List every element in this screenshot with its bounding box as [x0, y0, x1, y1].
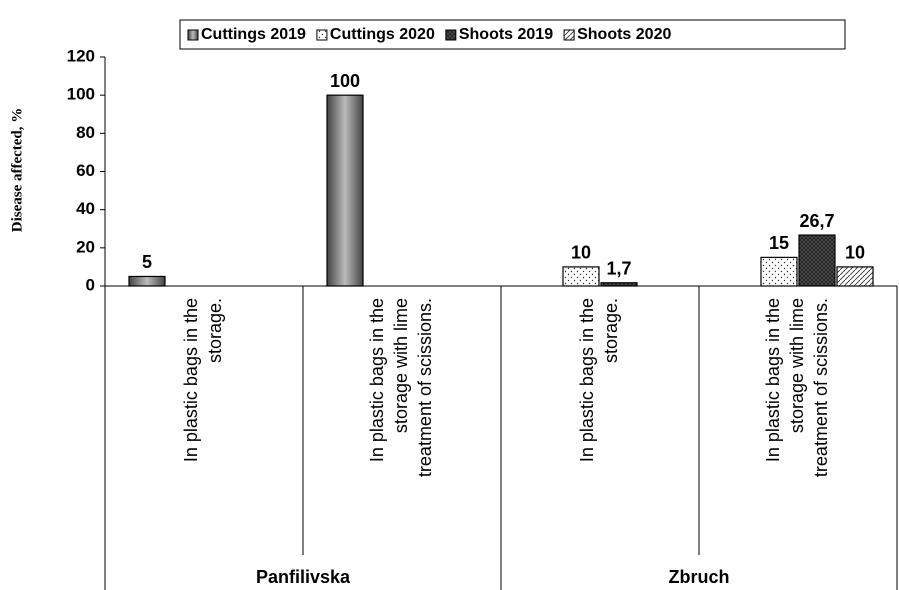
value-label: 1,7 [606, 259, 631, 279]
y-tick-label: 60 [76, 161, 95, 180]
value-label: 26,7 [799, 211, 834, 231]
value-label: 10 [571, 243, 591, 263]
legend-swatch [445, 29, 457, 41]
bar [600, 282, 638, 287]
legend-label: Cuttings 2020 [330, 26, 435, 43]
bar [836, 266, 874, 287]
group-label: Zbruch [669, 567, 730, 587]
legend-box [179, 19, 846, 50]
legend-label: Shoots 2020 [577, 26, 671, 43]
bar [128, 275, 166, 287]
legend-swatch [316, 29, 328, 41]
legend-label: Cuttings 2019 [201, 26, 306, 43]
value-label: 15 [769, 233, 789, 253]
group-label: Panfilivska [256, 567, 351, 587]
legend-swatch [563, 29, 575, 41]
x-tick-label: In plastic bags in the storage. [181, 298, 225, 462]
value-label: 100 [330, 71, 360, 91]
bar [326, 94, 364, 287]
bar [562, 266, 600, 287]
bar [798, 234, 836, 287]
y-tick-label: 120 [67, 46, 95, 65]
y-axis-label: Disease affected, % [9, 108, 25, 233]
bar [760, 256, 798, 287]
y-tick-label: 40 [76, 199, 95, 218]
legend-swatch [187, 29, 199, 41]
legend-label: Shoots 2019 [459, 26, 553, 43]
value-label: 5 [142, 252, 152, 272]
x-tick-label: In plastic bags in the storage with lime t… [367, 298, 435, 477]
y-tick-label: 0 [86, 275, 95, 294]
y-tick-label: 20 [76, 237, 95, 256]
value-label: 10 [845, 243, 865, 263]
x-tick-label: In plastic bags in the storage. [577, 298, 621, 462]
x-tick-label: In plastic bags in the storage with lime t… [763, 298, 831, 477]
y-tick-label: 80 [76, 123, 95, 142]
y-tick-label: 100 [67, 85, 95, 104]
